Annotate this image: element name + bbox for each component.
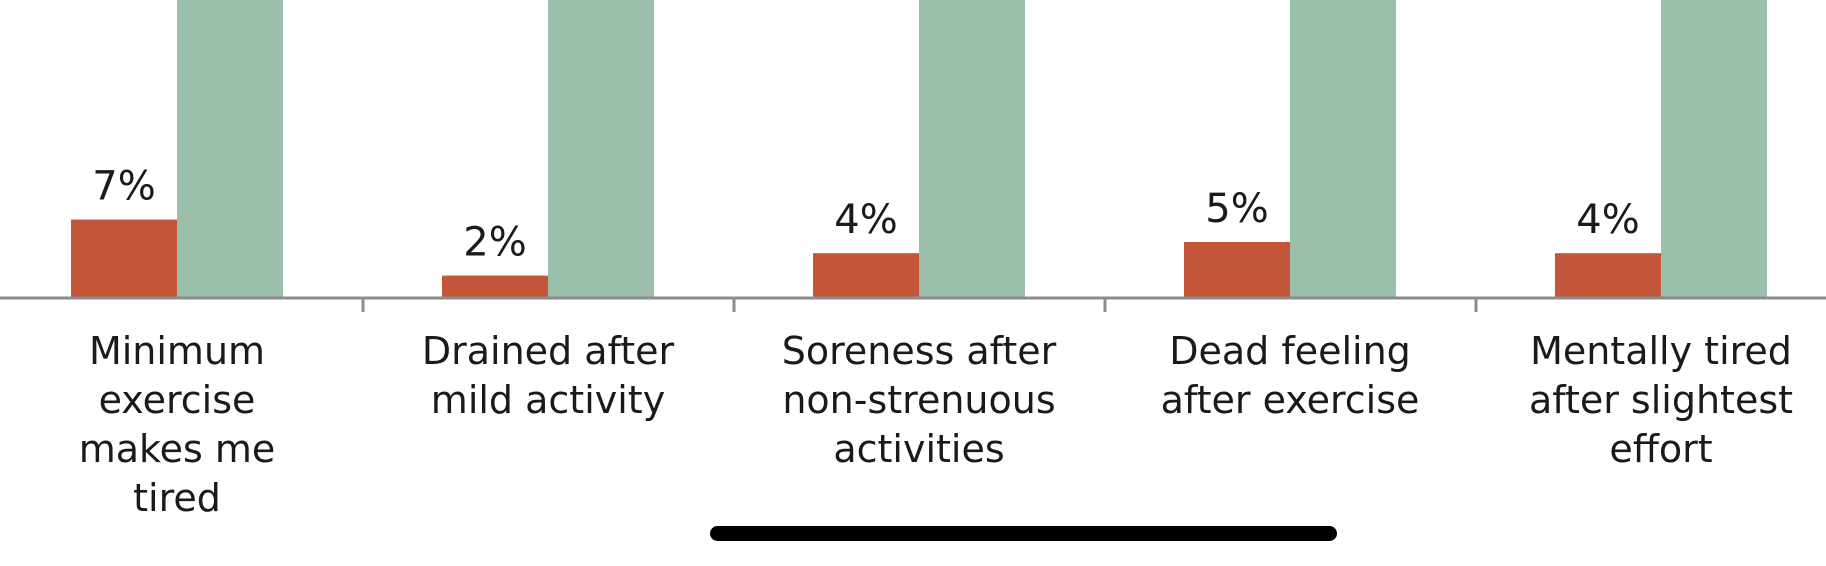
x-tick-label: Soreness after non-strenuous activities bbox=[782, 329, 1057, 471]
data-labels: 7% 2% 4% 5% 4% bbox=[92, 164, 1639, 266]
bar-series-a bbox=[813, 253, 919, 298]
data-label: 5% bbox=[1205, 186, 1268, 232]
series-b-bars bbox=[177, 0, 1767, 298]
bar-series-a bbox=[1184, 242, 1290, 298]
x-tick-label: Mentally tired after slightest effort bbox=[1529, 329, 1793, 471]
home-indicator[interactable] bbox=[710, 526, 1337, 541]
x-tick-label: Drained after mild activity bbox=[422, 329, 675, 422]
bar-series-a bbox=[1555, 253, 1661, 298]
bar-series-b bbox=[1290, 0, 1396, 298]
x-tick-labels: Minimum exercise makes me tired Drained afte… bbox=[79, 329, 1793, 520]
bar-series-a bbox=[442, 275, 548, 298]
x-tick-label: Dead feeling after exercise bbox=[1161, 329, 1420, 422]
bar-series-b bbox=[177, 0, 283, 298]
data-label: 4% bbox=[834, 197, 897, 243]
data-label: 2% bbox=[463, 220, 526, 266]
bar-series-b bbox=[548, 0, 654, 298]
bar-series-b bbox=[919, 0, 1025, 298]
bar-series-b bbox=[1661, 0, 1767, 298]
data-label: 7% bbox=[92, 164, 155, 210]
data-label: 4% bbox=[1576, 197, 1639, 243]
x-tick-label: Minimum exercise makes me tired bbox=[79, 329, 276, 520]
bar-series-a bbox=[71, 219, 177, 298]
x-axis bbox=[0, 296, 1826, 312]
series-a-bars bbox=[71, 219, 1661, 298]
